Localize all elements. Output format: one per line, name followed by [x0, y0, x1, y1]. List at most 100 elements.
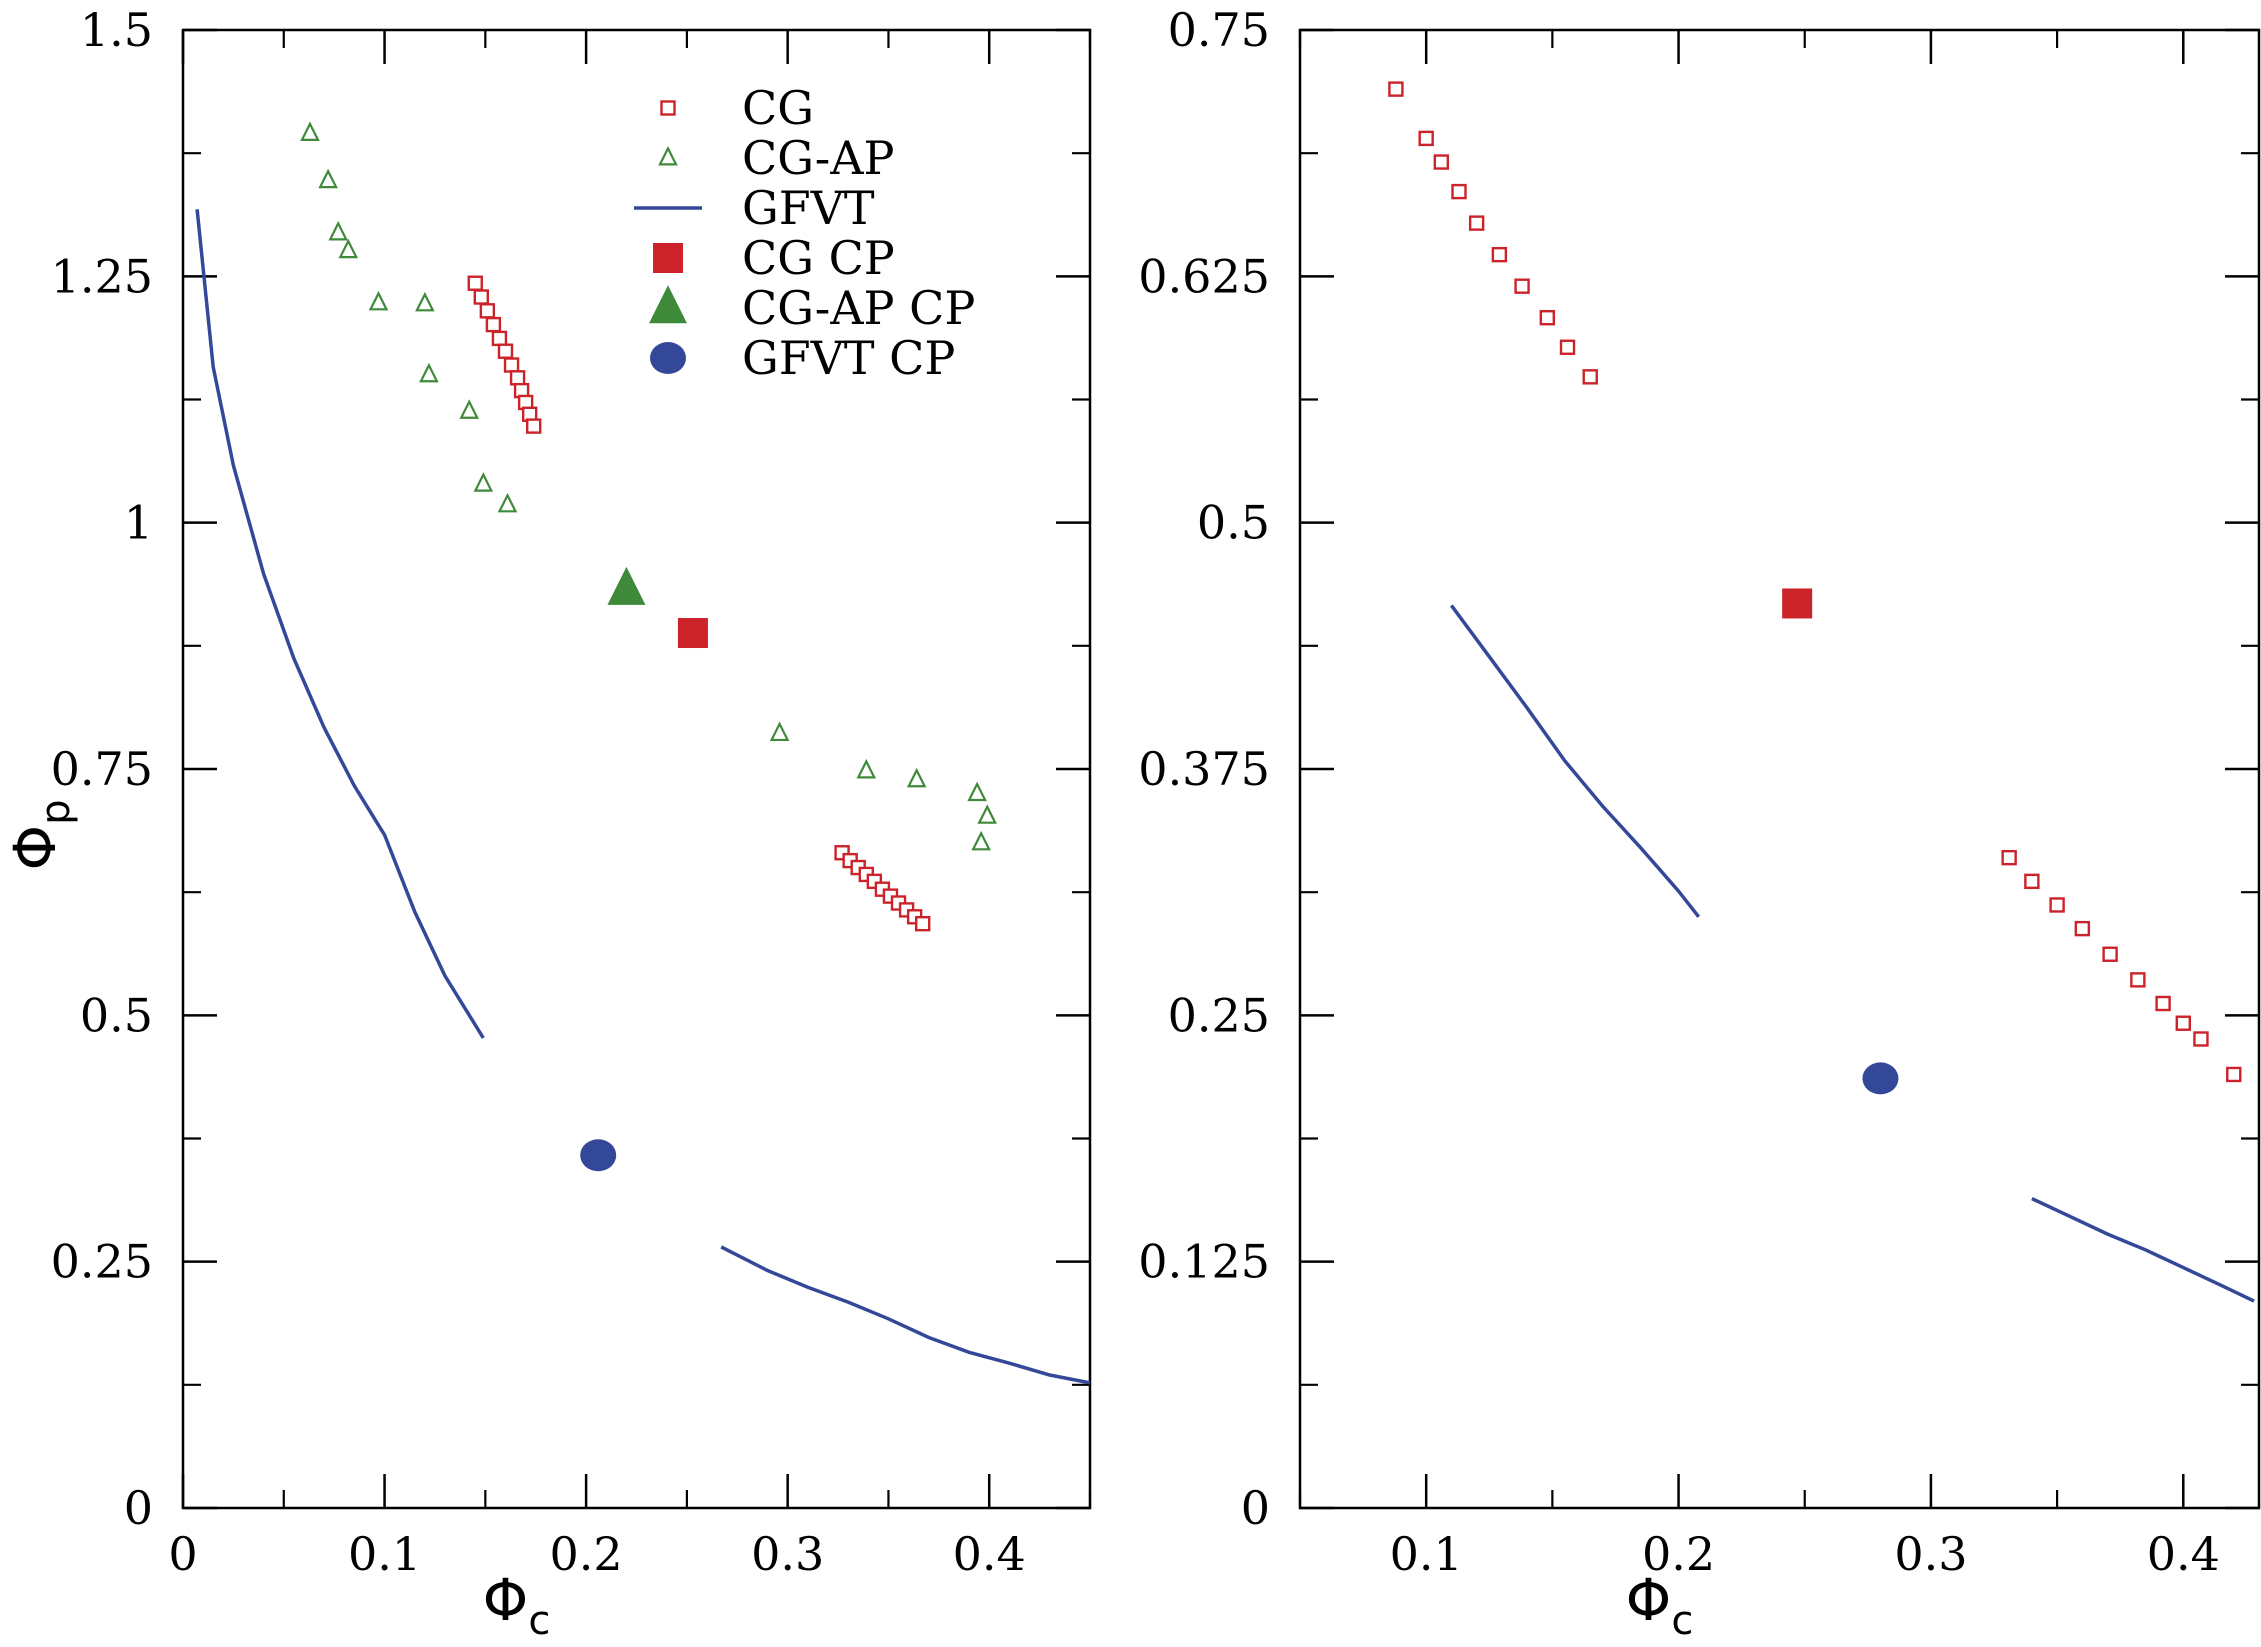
- legend-marker: [650, 342, 686, 374]
- data-point: [2102, 946, 2118, 962]
- y-tick-label: 0.625: [1138, 249, 1270, 303]
- data-point: [459, 399, 479, 419]
- x-tick-label: 0.2: [550, 1527, 623, 1581]
- series-cg: [467, 275, 931, 932]
- data-point: [473, 472, 494, 492]
- data-point: [769, 721, 790, 742]
- plot-frame: [181, 28, 1092, 1510]
- gfvt-curve-segment: [195, 209, 485, 1039]
- data-point: [1782, 588, 1813, 619]
- data-point: [1559, 339, 1576, 355]
- y-tick-label: 1: [124, 496, 153, 550]
- data-point: [1539, 310, 1556, 326]
- data-point: [2001, 849, 2017, 866]
- data-point: [479, 303, 496, 319]
- data-point: [328, 220, 348, 241]
- data-point: [419, 362, 439, 383]
- legend-label: CG-AP CP: [742, 281, 975, 335]
- legend-marker: [653, 243, 683, 273]
- x-tick-label: 0.4: [953, 1527, 1026, 1581]
- data-point: [1468, 215, 1485, 231]
- series-cg-cp: [1782, 588, 1813, 619]
- x-tick-label: 0.4: [2147, 1527, 2220, 1581]
- data-point: [1418, 130, 1434, 147]
- series-cg-ap: [300, 121, 997, 851]
- gfvt-curve-segment: [720, 1245, 1091, 1385]
- data-point: [509, 370, 526, 386]
- y-tick-label: 0.5: [1197, 496, 1270, 550]
- data-point: [977, 804, 997, 824]
- legend-label: CG CP: [742, 231, 895, 285]
- data-point: [503, 357, 520, 373]
- data-point: [415, 291, 435, 312]
- series-cg-ap-cp: [607, 566, 646, 605]
- data-point: [467, 275, 483, 291]
- data-point: [2155, 995, 2171, 1012]
- data-point: [1491, 246, 1508, 263]
- data-point: [497, 343, 514, 359]
- y-tick-label: 1.25: [51, 249, 153, 303]
- y-tick-label: 0.75: [1168, 3, 1270, 57]
- y-tick-label: 0: [1241, 1481, 1270, 1535]
- legend-label: GFVT: [742, 181, 875, 235]
- series-cg-cp: [677, 618, 708, 649]
- data-point: [607, 566, 646, 605]
- series-gfvt-cp: [580, 1139, 617, 1172]
- y-tick-label: 0: [124, 1481, 153, 1535]
- data-point: [971, 830, 991, 851]
- data-point: [2074, 920, 2091, 937]
- data-point: [485, 316, 502, 333]
- data-point: [300, 121, 320, 141]
- y-tick-label: 0.125: [1138, 1235, 1270, 1289]
- data-point: [491, 330, 508, 347]
- data-point: [497, 492, 518, 513]
- data-point: [526, 418, 542, 434]
- x-axis-label: Φc: [483, 1566, 551, 1644]
- series-gfvt: [195, 209, 1091, 1385]
- gfvt-curve-segment: [2031, 1197, 2255, 1303]
- data-point: [1514, 278, 1530, 294]
- data-point: [2175, 1015, 2191, 1031]
- data-point: [677, 618, 708, 649]
- y-axis-label: Φp: [1, 799, 79, 870]
- data-point: [915, 915, 931, 932]
- plot-frame: [1298, 28, 2261, 1510]
- data-point: [580, 1139, 617, 1172]
- legend-marker: [658, 145, 678, 166]
- data-point: [2130, 972, 2146, 988]
- data-point: [1862, 1062, 1899, 1095]
- x-tick-label: 0.3: [1894, 1527, 1967, 1581]
- x-tick-label: 0: [168, 1527, 197, 1581]
- data-point: [2193, 1031, 2209, 1047]
- gfvt-curve-segment: [1449, 604, 1701, 918]
- x-tick-label: 0.1: [1390, 1527, 1463, 1581]
- legend-label: CG: [742, 81, 814, 135]
- data-point: [967, 781, 987, 802]
- data-point: [2049, 897, 2065, 913]
- right-panel: 0.1 0.2 0.3 0.4 0 0.125 0.25 0.375 0.5 0.625 0.75 Φ…: [1138, 3, 2261, 1644]
- data-point: [2226, 1066, 2242, 1083]
- x-axis-label: Φc: [1626, 1566, 1694, 1644]
- series-gfvt: [1449, 604, 2255, 1303]
- data-point: [1433, 154, 1450, 170]
- x-tick-label: 0.3: [751, 1527, 824, 1581]
- data-point: [1388, 81, 1404, 97]
- legend-marker: [649, 285, 687, 324]
- data-point: [906, 767, 927, 788]
- y-tick-label: 0.75: [51, 742, 153, 796]
- y-tick-label: 0.375: [1138, 742, 1270, 796]
- data-point: [856, 758, 877, 779]
- y-tick-label: 0.25: [1168, 988, 1270, 1042]
- data-point: [368, 290, 389, 311]
- x-tick-label: 0.1: [348, 1527, 421, 1581]
- data-point: [1451, 183, 1467, 200]
- data-point: [2024, 873, 2040, 890]
- data-point: [1582, 369, 1598, 385]
- legend-label: CG-AP: [742, 131, 895, 185]
- left-panel: 0 0.1 0.2 0.3 0.400.250.50.7511.251.5ΦcΦpCGC…: [1, 3, 1092, 1644]
- y-tick-label: 0.5: [80, 988, 153, 1042]
- legend-label: GFVT CP: [742, 331, 955, 385]
- data-point: [318, 168, 338, 189]
